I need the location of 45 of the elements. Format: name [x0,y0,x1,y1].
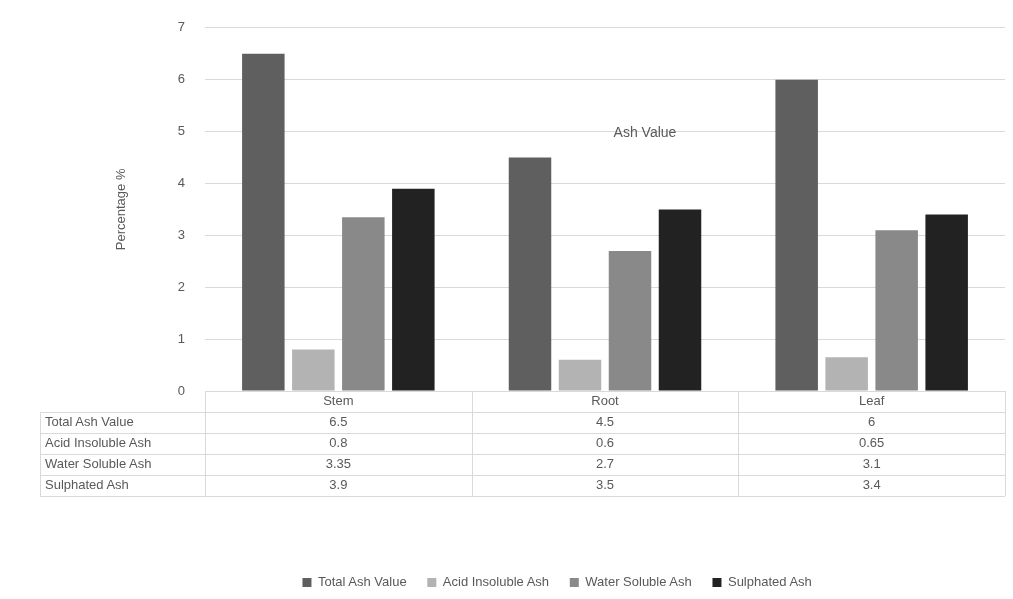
data-label: 0.6 [595,435,615,451]
y-tick-label: 6 [177,71,185,87]
data-label: 6 [868,414,876,430]
y-tick-label: 5 [177,123,185,139]
bar [558,359,602,391]
text: Ash Value [613,123,677,140]
data-label: 3.1 [862,456,881,472]
data-label: 6.5 [329,414,348,430]
bar [925,214,968,391]
bar [875,230,918,391]
y-tick-label: 7 [177,19,185,35]
legend-label: Acid Insoluble Ash [442,574,550,590]
data-label: 3.4 [862,477,881,493]
bar [242,53,285,391]
legend-label: Sulphated Ash [727,574,812,590]
bar [825,357,868,391]
y-tick-label: 1 [177,330,185,346]
bar [608,250,652,391]
text: Water Soluble Ash [45,456,152,472]
data-label: 3.35 [325,456,351,472]
legend-label: Water Soluble Ash [585,574,692,590]
x-tick-label: Stem [323,393,354,409]
data-label: 2.7 [595,456,615,472]
data-label: 0.65 [859,435,885,451]
bar [292,349,335,391]
data-label: 3.9 [329,477,348,493]
y-axis-title: Percentage % [113,168,129,251]
bar [392,188,435,391]
text: Acid Insoluble Ash [45,435,152,451]
bar [775,79,818,391]
y-tick-label: 4 [177,175,185,191]
legend-label: Total Ash Value [317,574,407,590]
data-label: 3.5 [595,477,615,493]
x-tick-label: Root [591,393,620,409]
bar [342,217,385,391]
y-tick-label: 2 [177,278,185,294]
y-tick-label: 0 [177,382,185,398]
text: Sulphated Ash [45,477,129,493]
data-label: 4.5 [595,414,615,430]
bar [508,157,552,391]
text: Total Ash Value [45,414,134,430]
x-tick-label: Leaf [859,393,885,409]
data-label: 0.8 [329,435,348,451]
y-tick-label: 3 [177,226,185,242]
bar [658,209,702,391]
